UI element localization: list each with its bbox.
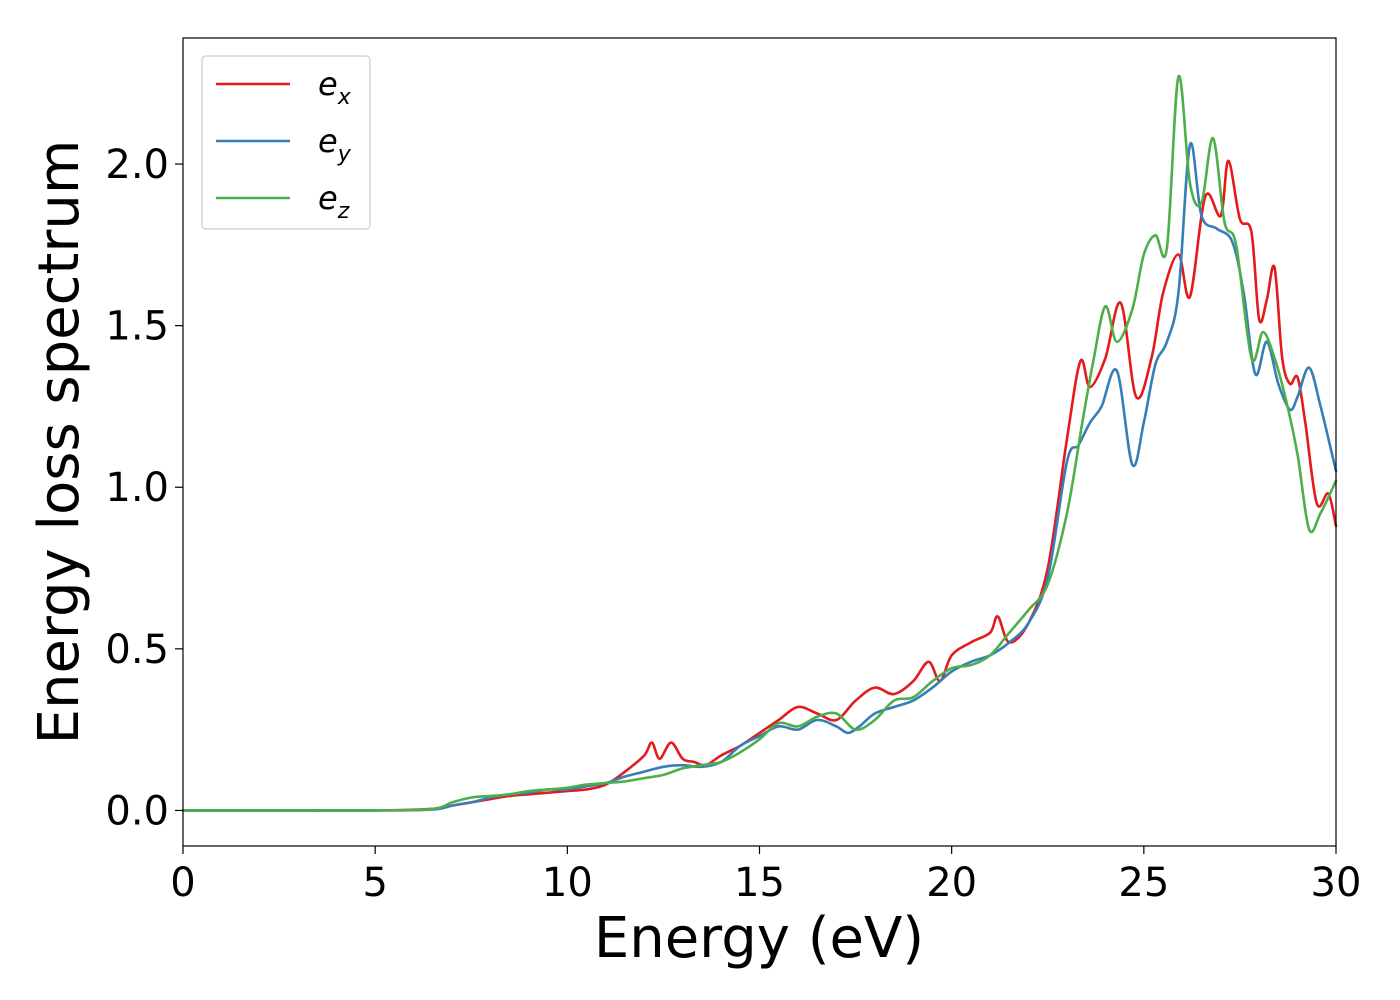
y-tick-label: 1.0 bbox=[105, 465, 169, 511]
legend-label-subscript: x bbox=[337, 85, 352, 110]
series-line-e-x bbox=[181, 159, 1338, 812]
legend-label-e-y: ey bbox=[318, 122, 352, 167]
series-lines bbox=[181, 74, 1338, 812]
series-line-e-z bbox=[181, 74, 1338, 812]
x-tick-label: 20 bbox=[926, 860, 977, 906]
legend-label-e-x: ex bbox=[318, 65, 352, 110]
legend-box bbox=[201, 55, 371, 230]
y-tick-label: 0.5 bbox=[105, 627, 169, 673]
x-tick-label: 25 bbox=[1118, 860, 1169, 906]
legend-label-subscript: z bbox=[337, 199, 350, 224]
y-axis: 0.0 0.5 1.0 1.5 2.0 bbox=[105, 142, 183, 834]
x-tick-label: 5 bbox=[362, 860, 387, 906]
x-axis: 0 5 10 15 20 25 30 bbox=[170, 846, 1361, 906]
x-tick-label: 10 bbox=[542, 860, 593, 906]
y-tick-label: 0.0 bbox=[105, 788, 169, 834]
x-tick-label: 0 bbox=[170, 860, 195, 906]
x-tick-label: 15 bbox=[734, 860, 785, 906]
x-tick-label: 30 bbox=[1311, 860, 1362, 906]
y-tick-label: 2.0 bbox=[105, 142, 169, 188]
legend-label-subscript: y bbox=[337, 142, 352, 167]
y-axis-label: Energy loss spectrum bbox=[27, 140, 92, 745]
series-line-e-y bbox=[181, 141, 1338, 812]
y-tick-label: 1.5 bbox=[105, 304, 169, 350]
x-axis-label: Energy (eV) bbox=[594, 906, 924, 971]
